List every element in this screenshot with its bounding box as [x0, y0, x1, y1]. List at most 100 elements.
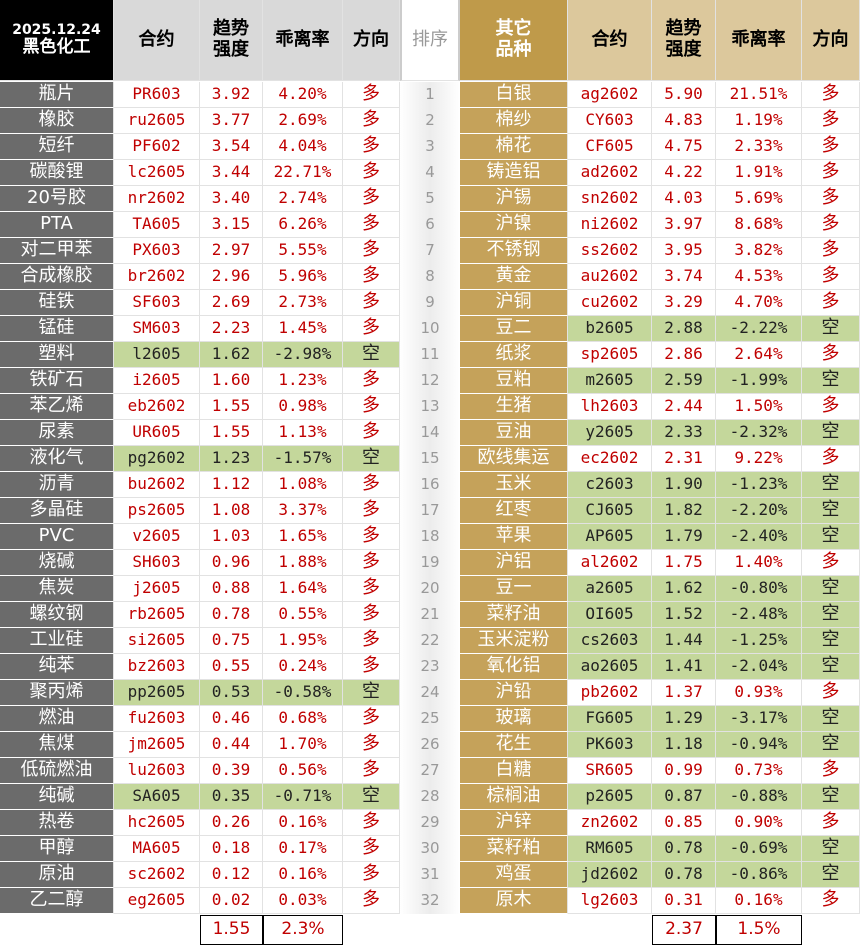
cell-text: 多	[821, 291, 840, 313]
rank-number: 26	[400, 732, 460, 758]
trend-strength: 1.55	[200, 420, 263, 446]
cell-text: b2605	[585, 318, 634, 338]
cell-text: al2602	[580, 552, 639, 572]
trend-strength: 2.59	[652, 368, 716, 394]
rank-number: 14	[400, 420, 460, 446]
contract: c2603	[568, 472, 652, 498]
direction: 多	[802, 160, 860, 186]
cell-text: 1.95%	[278, 630, 327, 650]
cell-text: 多	[362, 889, 380, 911]
product-name: 烧碱	[0, 550, 114, 576]
cell-text: 4.20%	[278, 84, 327, 104]
column-header: 趋势 强度	[200, 0, 263, 81]
rank-number: 15	[400, 446, 460, 472]
cell-text: rb2605	[127, 604, 186, 624]
product-name: 氧化铝	[460, 654, 568, 680]
contract: lh2603	[568, 394, 652, 420]
cell-text: 1.70%	[278, 734, 327, 754]
product-name: 沥青	[0, 472, 114, 498]
contract: sc2602	[114, 862, 200, 888]
product-name: 焦煤	[0, 732, 114, 758]
deviation-rate: 0.73%	[716, 758, 802, 784]
cell-text: 沪锌	[495, 811, 532, 833]
trend-strength: 0.88	[200, 576, 263, 602]
cell-text: 2.86	[664, 344, 703, 364]
rank-number: 10	[400, 316, 460, 342]
cell-text: nr2602	[127, 188, 186, 208]
deviation-rate: 4.53%	[716, 264, 802, 290]
cell-text: 空	[821, 499, 840, 521]
cell-text: 螺纹钢	[29, 603, 84, 625]
cell-text: 1.65%	[278, 526, 327, 546]
cell-text: 棉花	[495, 135, 532, 157]
trend-strength: 2.33	[652, 420, 716, 446]
cell-text: 2.3%	[281, 919, 325, 940]
cell-text: 2.37	[665, 919, 703, 940]
cell-text: 空	[362, 785, 380, 807]
cell-text: eb2602	[127, 396, 186, 416]
product-name: 玉米淀粉	[460, 628, 568, 654]
cell-text: 0.02	[211, 890, 251, 910]
cell-text: 1.62	[211, 344, 251, 364]
deviation-rate: -0.94%	[716, 732, 802, 758]
cell-text: 铸造铝	[486, 161, 541, 183]
direction: 空	[343, 342, 400, 368]
deviation-rate: 9.22%	[716, 446, 802, 472]
trend-strength: 3.40	[200, 186, 263, 212]
cell-text: 1.12	[211, 474, 251, 494]
trend-strength: 2.97	[200, 238, 263, 264]
trend-strength: 0.78	[200, 602, 263, 628]
product-name: 白糖	[460, 758, 568, 784]
direction: 多	[343, 498, 400, 524]
product-name: 棉纱	[460, 108, 568, 134]
cell-text: 玻璃	[495, 707, 532, 729]
cell-text: 豆一	[495, 577, 532, 599]
product-name: 热卷	[0, 810, 114, 836]
product-name: 苹果	[460, 524, 568, 550]
cell-text: 多	[362, 577, 380, 599]
rank-number: 6	[400, 212, 460, 238]
product-name: 棕榈油	[460, 784, 568, 810]
product-name: 不锈钢	[460, 238, 568, 264]
deviation-rate: -0.88%	[716, 784, 802, 810]
cell-text: 2.64%	[734, 344, 783, 364]
cell-text: 0.31	[664, 890, 703, 910]
cell-text: 多	[362, 759, 380, 781]
deviation-rate: 2.64%	[716, 342, 802, 368]
deviation-rate: -2.20%	[716, 498, 802, 524]
trend-strength: 1.82	[652, 498, 716, 524]
product-name: 沪镍	[460, 212, 568, 238]
rank-number: 30	[400, 836, 460, 862]
cell-text: 短纤	[38, 135, 75, 157]
cell-text: CY603	[585, 110, 634, 130]
deviation-rate: -0.69%	[716, 836, 802, 862]
deviation-rate: 0.03%	[263, 888, 343, 914]
cell-text: 15	[420, 449, 440, 468]
deviation-rate: 2.69%	[263, 108, 343, 134]
deviation-rate: 1.40%	[716, 550, 802, 576]
trend-strength: 0.75	[200, 628, 263, 654]
cell-text: 强度	[665, 39, 702, 60]
deviation-rate: 6.26%	[263, 212, 343, 238]
contract: v2605	[114, 524, 200, 550]
product-name: 欧线集运	[460, 446, 568, 472]
trend-strength: 3.97	[652, 212, 716, 238]
product-name: 豆一	[460, 576, 568, 602]
rank-number: 19	[400, 550, 460, 576]
cell-text: 合约	[591, 28, 628, 50]
cell-text: 14	[420, 423, 440, 442]
cell-text: UR605	[132, 422, 181, 442]
cell-text: 多	[362, 837, 380, 859]
cell-text: -0.71%	[273, 786, 332, 806]
trend-strength: 2.31	[652, 446, 716, 472]
contract: b2605	[568, 316, 652, 342]
cell-text: 4.03	[664, 188, 703, 208]
deviation-rate: 0.90%	[716, 810, 802, 836]
rank-number: 2	[400, 108, 460, 134]
cell-text: 锰硅	[38, 317, 75, 339]
rank-number: 12	[400, 368, 460, 394]
deviation-rate: 0.16%	[263, 862, 343, 888]
cell-text: 1.29	[664, 708, 703, 728]
cell-text: FG605	[585, 708, 634, 728]
